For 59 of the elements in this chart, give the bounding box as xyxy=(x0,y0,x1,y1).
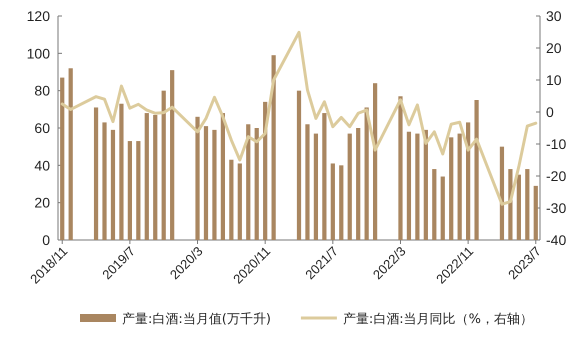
legend-label: 产量:白酒:当月同比（%，右轴） xyxy=(342,312,534,327)
y-tick-label: 0 xyxy=(42,232,50,248)
bar xyxy=(119,104,124,240)
bar xyxy=(330,163,335,240)
y-tick-label: 80 xyxy=(34,82,50,99)
bar xyxy=(212,130,217,240)
y2-tick-label: 20 xyxy=(546,40,562,56)
bar xyxy=(246,124,250,240)
bar xyxy=(348,134,352,240)
bar xyxy=(195,116,200,240)
y-tick-label: 40 xyxy=(34,157,50,174)
y2-tick-label: 0 xyxy=(546,104,554,120)
bar xyxy=(449,137,454,240)
bar xyxy=(415,134,420,240)
bar xyxy=(474,100,479,240)
bar xyxy=(356,128,360,240)
bar xyxy=(398,96,403,240)
bar xyxy=(229,160,234,240)
bar xyxy=(525,169,530,240)
bar xyxy=(339,165,344,240)
y2-tick-label: -30 xyxy=(546,200,566,216)
y-tick-label: 60 xyxy=(34,120,50,136)
bar xyxy=(170,70,174,240)
bar xyxy=(102,122,107,240)
bar xyxy=(136,141,140,240)
bar xyxy=(153,114,158,240)
y2-tick-label: 10 xyxy=(546,72,562,88)
y-tick-label: 100 xyxy=(26,45,50,62)
bar xyxy=(406,132,412,240)
bar xyxy=(60,78,64,240)
bar xyxy=(322,113,326,240)
y2-tick-label: -40 xyxy=(546,232,566,248)
bar xyxy=(534,186,538,240)
bar xyxy=(440,176,445,240)
bar xyxy=(296,90,302,240)
y2-tick-label: -10 xyxy=(546,136,566,152)
bar xyxy=(94,107,98,240)
line-series xyxy=(60,30,538,206)
bar xyxy=(254,128,259,240)
y2-tick-label: 30 xyxy=(546,8,562,24)
bar xyxy=(314,134,318,240)
y-tick-label: 120 xyxy=(26,8,50,24)
bar xyxy=(424,130,428,240)
bar xyxy=(364,107,369,240)
bar xyxy=(238,163,242,240)
bar xyxy=(204,126,208,240)
y-tick-label: 20 xyxy=(34,194,50,211)
bar xyxy=(305,124,310,240)
bar xyxy=(263,102,268,240)
bar xyxy=(68,68,73,240)
bar xyxy=(432,169,436,240)
bar xyxy=(110,130,116,240)
bar xyxy=(516,174,521,240)
bar xyxy=(458,134,462,240)
bar xyxy=(144,113,149,240)
y2-tick-label: -20 xyxy=(546,168,566,184)
bar xyxy=(162,90,166,240)
bar xyxy=(128,141,132,240)
legend-label: 产量:白酒:当月值(万千升) xyxy=(122,312,271,327)
